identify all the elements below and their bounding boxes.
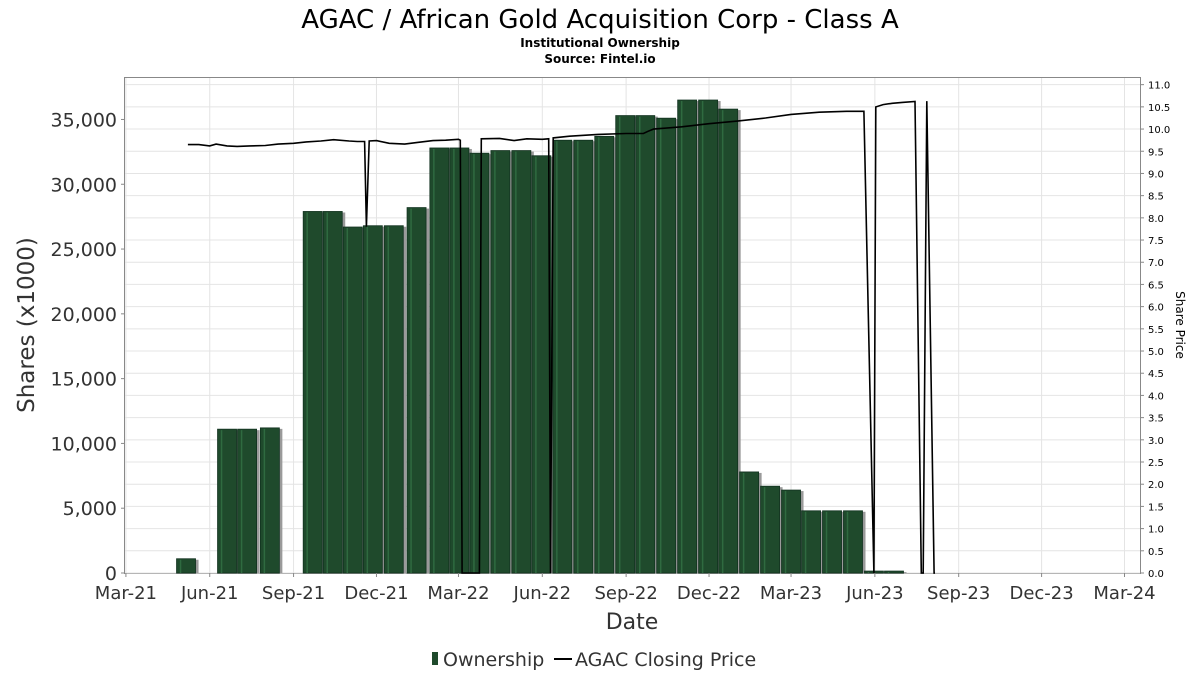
y2-tick-label: 4.0 [1148, 391, 1164, 402]
chart-title: AGAC / African Gold Acquisition Corp - C… [301, 5, 899, 35]
ownership-bar [237, 428, 257, 574]
y2-tick-label: 0.5 [1148, 547, 1164, 558]
chart-source: Source: Fintel.io [544, 52, 655, 66]
ownership-bar [383, 225, 404, 574]
y2-tick-label: 9.0 [1148, 169, 1164, 180]
y2-tick-label: 10.0 [1148, 125, 1170, 136]
ownership-bar [511, 150, 532, 574]
ownership-bar [615, 115, 636, 574]
legend-ownership-swatch [432, 652, 438, 665]
y2-tick-label: 5.5 [1148, 325, 1164, 336]
ownership-bar [552, 139, 573, 574]
ownership-bar [342, 226, 363, 574]
chart-subtitle: Institutional Ownership [520, 36, 680, 50]
x-tick-label: Dec-23 [1009, 583, 1073, 604]
ownership-bar [698, 99, 719, 574]
ownership-bar [718, 108, 739, 574]
ownership-bar [781, 489, 801, 574]
x-tick-label: Sep-21 [262, 583, 325, 604]
y2-axis-label: Share Price [1173, 291, 1187, 359]
x-tick-label: Jun-23 [845, 583, 904, 604]
y2-tick-label: 8.0 [1148, 214, 1164, 225]
y-tick-label: 35,000 [51, 109, 117, 131]
ownership-bar [531, 155, 552, 574]
x-tick-label: Dec-22 [677, 583, 741, 604]
y-tick-label: 0 [105, 563, 117, 585]
right-axis-ticks: 0.0 0.5 1.0 1.5 2.0 2.5 3.0 3.5 4.0 4.5 5.0 5.5 6.0 6… [1140, 81, 1170, 580]
x-axis-label: Date [606, 610, 659, 635]
ownership-bar [176, 558, 196, 574]
y2-tick-label: 9.5 [1148, 147, 1164, 158]
y-tick-label: 20,000 [51, 304, 117, 326]
ownership-bar [217, 428, 237, 574]
ownership-bar [677, 99, 698, 574]
ownership-bar [656, 117, 677, 574]
x-axis-ticks: Mar-21 Jun-21 Sep-21 Dec-21 Mar-22 Jun-22 Sep-… [95, 573, 1156, 604]
y2-tick-label: 6.5 [1148, 280, 1164, 291]
x-tick-label: Mar-22 [427, 583, 489, 604]
y2-tick-label: 2.0 [1148, 480, 1164, 491]
ownership-bar [884, 570, 904, 574]
y2-tick-label: 7.0 [1148, 258, 1164, 269]
y-tick-label: 30,000 [51, 174, 117, 196]
ownership-bar [406, 207, 427, 574]
ownership-bar [635, 115, 656, 574]
ownership-bar [760, 485, 780, 574]
ownership-bar [302, 211, 323, 574]
y-tick-label: 15,000 [51, 369, 117, 391]
y-axis-label: Shares (x1000) [14, 237, 40, 413]
x-tick-label: Sep-23 [927, 583, 990, 604]
ownership-bar [429, 147, 450, 574]
x-tick-label: Mar-24 [1093, 583, 1155, 604]
ownership-bar [322, 211, 343, 574]
x-tick-label: Sep-22 [594, 583, 657, 604]
y2-tick-label: 7.5 [1148, 236, 1164, 247]
y2-tick-label: 2.5 [1148, 458, 1164, 469]
ownership-bar [259, 427, 280, 574]
y2-tick-label: 6.0 [1148, 303, 1164, 314]
ownership-bar [822, 510, 842, 574]
y2-tick-label: 0.0 [1148, 569, 1164, 580]
y2-tick-label: 4.5 [1148, 369, 1164, 380]
y2-tick-label: 3.5 [1148, 414, 1164, 425]
y2-tick-label: 11.0 [1148, 81, 1170, 92]
ownership-bar [362, 225, 383, 574]
x-tick-label: Jun-22 [513, 583, 572, 604]
price-polyline [187, 100, 935, 574]
y2-tick-label: 3.0 [1148, 436, 1164, 447]
legend: Ownership AGAC Closing Price [432, 649, 756, 671]
ownership-bar [801, 510, 821, 574]
y2-tick-label: 1.5 [1148, 502, 1164, 513]
y-tick-label: 25,000 [51, 239, 117, 261]
legend-ownership-label: Ownership [443, 649, 544, 671]
y2-tick-label: 5.0 [1148, 347, 1164, 358]
ownership-bars [176, 99, 907, 574]
ownership-bar [739, 471, 760, 574]
legend-price-label: AGAC Closing Price [575, 649, 756, 671]
x-tick-label: Mar-23 [760, 583, 822, 604]
y2-tick-label: 1.0 [1148, 525, 1164, 536]
x-tick-label: Dec-21 [344, 583, 408, 604]
left-axis-ticks: 0 5,000 10,000 15,000 20,000 25,000 30,000 35,0… [51, 109, 125, 585]
ownership-bar [490, 150, 511, 574]
ownership-bar [573, 139, 594, 574]
x-tick-label: Mar-21 [95, 583, 157, 604]
ownership-bar [594, 135, 615, 574]
ownership-bar [843, 510, 863, 574]
y-tick-label: 10,000 [51, 433, 117, 455]
y2-tick-label: 10.5 [1148, 103, 1170, 114]
y-tick-label: 5,000 [63, 498, 117, 520]
ownership-bar [449, 147, 470, 574]
y2-tick-label: 8.5 [1148, 192, 1164, 203]
price-line [187, 100, 935, 574]
x-tick-label: Jun-21 [180, 583, 239, 604]
